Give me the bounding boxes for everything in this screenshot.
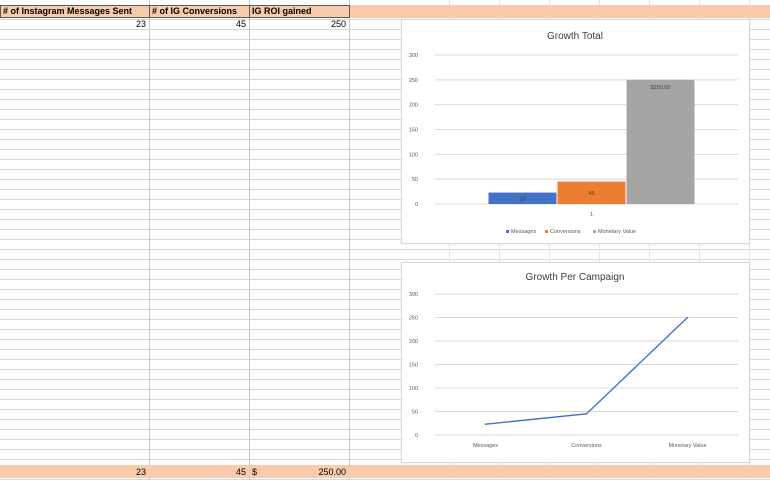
y-tick-label: 50 — [412, 177, 418, 183]
y-tick-label: 250 — [409, 316, 418, 322]
total-messages[interactable]: 23 — [135, 467, 146, 477]
bar-messages — [488, 192, 557, 204]
cell-messages-value[interactable]: 23 — [135, 19, 146, 29]
y-tick-label: 50 — [412, 410, 418, 416]
cell-conversions-value[interactable]: 45 — [235, 19, 246, 29]
x-tick-label: Messages — [473, 443, 498, 449]
x-tick-label: 1 — [590, 212, 593, 218]
header-messages-sent[interactable]: # of Instagram Messages Sent — [0, 5, 150, 18]
legend-entry: Monetary Value — [598, 229, 636, 235]
y-tick-label: 200 — [409, 339, 418, 345]
y-tick-label: 250 — [409, 78, 418, 84]
y-tick-label: 100 — [409, 152, 418, 158]
totals-row-fill — [0, 465, 770, 478]
data-label: 45 — [588, 191, 594, 197]
growth-per-campaign-plot: Growth Per Campaign 0 50 100 150 200 250 300 M… — [409, 272, 738, 449]
chart-title: Growth Per Campaign — [526, 272, 625, 283]
growth-total-plot: Growth Total 0 50 100 150 200 250 300 23 45 $250… — [409, 31, 738, 235]
legend-swatch — [506, 230, 509, 233]
x-tick-label: Conversions — [571, 443, 602, 449]
cell-roi-value[interactable]: 250 — [330, 19, 346, 29]
data-point — [484, 423, 487, 425]
y-tick-label: 300 — [409, 292, 418, 298]
bar-conversions — [557, 181, 626, 204]
header-ig-roi[interactable]: IG ROI gained — [249, 5, 350, 18]
line-series — [485, 316, 688, 425]
y-tick-label: 150 — [409, 363, 418, 369]
legend-swatch — [545, 230, 548, 233]
growth-total-chart[interactable]: Growth Total 0 50 100 150 200 250 300 23 45 $250… — [401, 19, 750, 244]
y-tick-label: 0 — [415, 433, 418, 439]
data-label: $250.00 — [651, 85, 671, 91]
data-point — [585, 413, 588, 415]
total-roi-value[interactable]: 250.00 — [318, 467, 346, 477]
data-point — [686, 316, 689, 319]
chart-title: Growth Total — [547, 31, 603, 42]
data-label: 23 — [519, 196, 525, 202]
bar-monetary-value — [626, 79, 695, 204]
x-tick-label: Monetary Value — [668, 443, 706, 449]
y-tick-label: 0 — [415, 202, 418, 208]
legend-swatch — [593, 230, 596, 233]
y-tick-label: 150 — [409, 128, 418, 134]
total-roi-currency[interactable]: $ — [252, 467, 258, 477]
growth-per-campaign-chart[interactable]: Growth Per Campaign 0 50 100 150 200 250 300 M… — [401, 262, 750, 463]
y-tick-label: 200 — [409, 103, 418, 109]
y-tick-label: 100 — [409, 386, 418, 392]
legend-entry: Conversions — [550, 229, 581, 235]
header-ig-conversions[interactable]: # of IG Conversions — [149, 5, 250, 18]
legend-entry: Messages — [511, 229, 536, 235]
y-tick-label: 300 — [409, 53, 418, 59]
total-conversions[interactable]: 45 — [235, 467, 246, 477]
